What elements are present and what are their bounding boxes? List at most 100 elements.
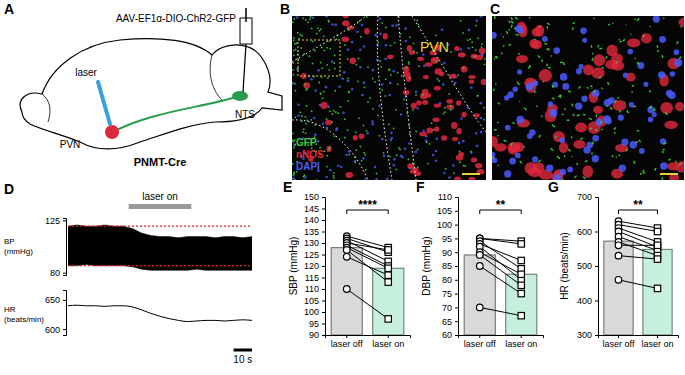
tick-mark <box>322 266 325 267</box>
cell <box>675 102 684 111</box>
nucleus <box>383 154 386 157</box>
outline <box>292 120 368 180</box>
axis: 6065707580859095100105110 <box>437 192 459 340</box>
nucleus <box>322 122 325 125</box>
fiber <box>296 43 298 45</box>
pair-line <box>347 289 388 319</box>
pair-line <box>480 252 521 274</box>
cell <box>529 39 539 48</box>
fiber <box>292 133 294 135</box>
cell <box>426 128 433 134</box>
cell <box>456 128 461 134</box>
panel-label: D <box>4 181 14 197</box>
pair-line <box>480 238 521 244</box>
fiber <box>331 121 333 123</box>
fiber <box>536 106 537 107</box>
cell <box>452 137 459 141</box>
fiber <box>408 159 410 161</box>
tick-mark <box>322 324 325 325</box>
fiber <box>302 18 304 20</box>
fiber <box>463 67 465 69</box>
region-label: PVN <box>420 39 449 55</box>
tick: 100 <box>304 307 325 317</box>
tick-label: 400 <box>577 296 592 306</box>
nucleus <box>347 48 350 51</box>
fiber <box>591 152 592 154</box>
nucleus <box>575 102 582 109</box>
tick: 300 <box>577 330 598 340</box>
fiber <box>320 93 322 95</box>
fiber <box>660 165 662 166</box>
nucleus <box>480 131 483 134</box>
paired-bar-chart: E9095100105110115120125130135140145150la… <box>283 179 411 349</box>
bar <box>373 268 404 335</box>
fiber <box>320 62 322 64</box>
fiber <box>306 105 308 107</box>
pair-line <box>618 242 657 256</box>
nucleus <box>512 87 517 92</box>
fiber <box>483 107 485 109</box>
axis-title: HR (beats/min) <box>559 232 570 299</box>
fiber <box>577 115 580 116</box>
fiber <box>390 74 392 76</box>
tick-label: laser off <box>603 339 635 349</box>
tick: 600 <box>577 227 598 237</box>
nucleus <box>317 69 320 72</box>
fiber <box>300 112 302 114</box>
point <box>518 257 524 263</box>
nucleus <box>476 145 479 148</box>
fiber <box>408 125 410 127</box>
tick-label: 105 <box>437 206 452 216</box>
nucleus <box>325 86 328 89</box>
tick: laser on <box>641 335 673 349</box>
fiber <box>633 106 636 107</box>
fiber <box>481 43 483 45</box>
fiber <box>639 140 640 143</box>
tick-mark <box>618 335 619 338</box>
fiber <box>630 33 632 35</box>
tick-mark <box>455 280 458 281</box>
nucleus <box>347 80 350 83</box>
fiber <box>393 128 395 130</box>
nucleus <box>647 106 654 113</box>
fiber <box>397 72 399 74</box>
fiber <box>326 166 328 168</box>
fiber <box>580 138 583 140</box>
fiber <box>303 129 305 131</box>
fiber <box>657 50 658 51</box>
point <box>654 256 660 262</box>
nucleus <box>388 94 391 97</box>
fiber <box>357 81 359 83</box>
cell <box>471 158 477 163</box>
fiber <box>408 61 410 63</box>
tick-mark <box>455 211 458 212</box>
axis-line <box>455 198 459 336</box>
cell <box>456 100 461 105</box>
fiber <box>599 48 602 50</box>
point <box>385 279 391 285</box>
fiber <box>495 56 497 58</box>
nucleus <box>313 117 316 120</box>
nucleus <box>659 36 666 43</box>
fiber <box>416 52 418 54</box>
fiber <box>306 89 308 91</box>
axis: laser offlaser on <box>459 335 544 349</box>
fiber <box>406 113 408 115</box>
fiber <box>457 74 459 76</box>
fiber <box>301 121 303 123</box>
channel-label: DAPI <box>296 161 320 172</box>
tick-label: laser on <box>372 339 404 349</box>
nucleus <box>392 164 395 167</box>
fiber <box>637 18 640 20</box>
fiber <box>483 119 485 121</box>
fiber <box>516 34 519 36</box>
fiber <box>312 63 314 65</box>
point <box>518 290 524 296</box>
nucleus <box>384 58 387 61</box>
fiber <box>311 28 313 30</box>
fiber <box>529 17 531 18</box>
fiber <box>518 53 520 54</box>
fiber <box>459 151 461 153</box>
fiber <box>595 129 597 131</box>
fiber <box>305 116 307 118</box>
